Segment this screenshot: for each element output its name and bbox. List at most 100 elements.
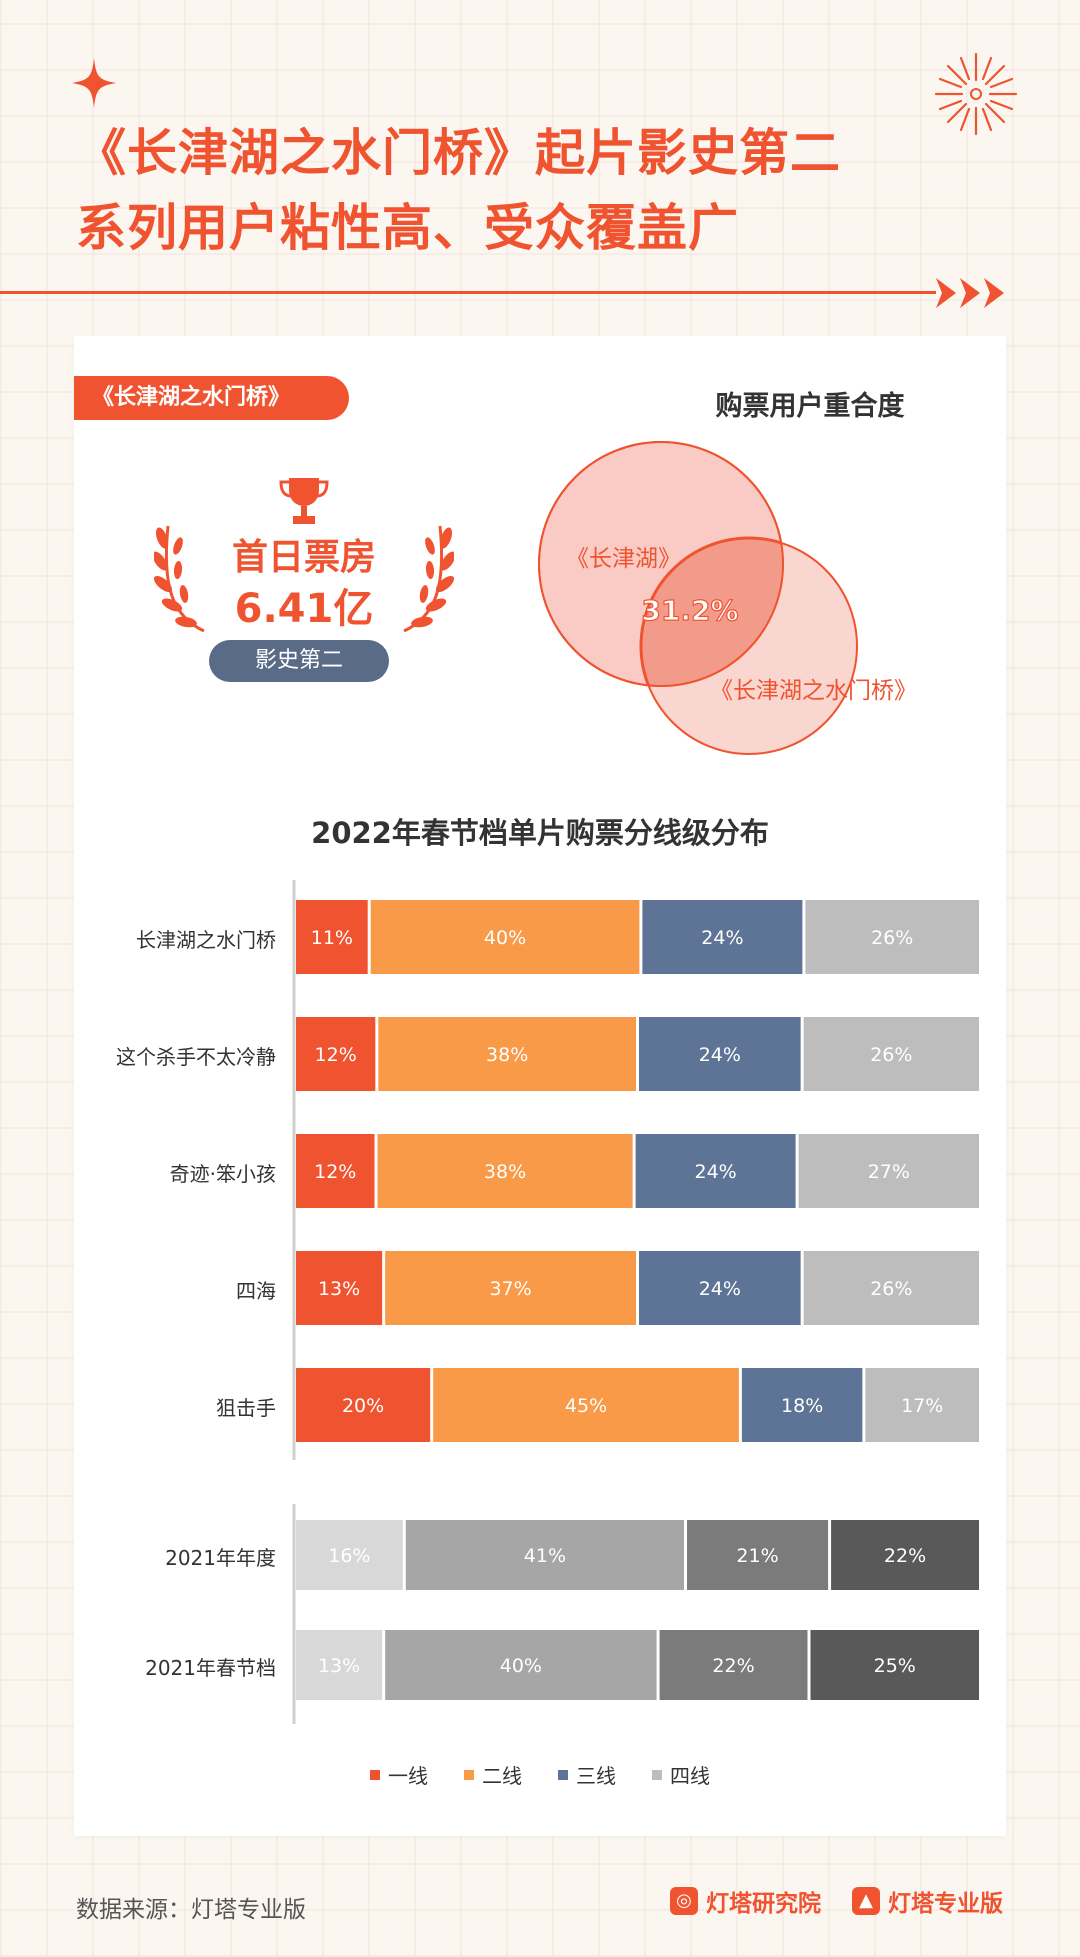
brand-pro-label: 灯塔专业版	[888, 1891, 1003, 1917]
bar-segment	[433, 1368, 739, 1442]
bar-segment	[377, 1134, 633, 1208]
venn-diagram: 《长津湖》 《长津湖之水门桥》 31.2%	[538, 441, 917, 755]
bar-value-label: 13%	[318, 1655, 360, 1677]
bar-segment	[865, 1368, 979, 1442]
category-label: 长津湖之水门桥	[136, 928, 276, 952]
bar-value-label: 18%	[781, 1395, 823, 1417]
bar-value-label: 24%	[699, 1278, 741, 1300]
bar-value-label: 22%	[712, 1655, 754, 1677]
bar-segment	[370, 900, 640, 974]
category-label: 狙击手	[216, 1396, 276, 1420]
bar-segment	[803, 1017, 979, 1091]
bar-value-label: 38%	[486, 1044, 528, 1066]
bar-value-label: 17%	[901, 1395, 943, 1417]
bar-value-label: 12%	[315, 1044, 357, 1066]
bar-segment	[296, 1520, 403, 1590]
page-title: 《长津湖之水门桥》起片影史第二 系列用户粘性高、受众覆盖广	[76, 116, 841, 266]
bar-value-label: 45%	[565, 1395, 607, 1417]
bar-segment	[385, 1251, 636, 1325]
legend-label: 三线	[576, 1764, 616, 1788]
legend-label: 一线	[388, 1764, 428, 1788]
bar-segment	[803, 1251, 979, 1325]
bar-segment	[831, 1520, 979, 1590]
venn-title: 购票用户重合度	[715, 391, 905, 422]
laurel-left-icon	[154, 525, 205, 633]
bar-value-label: 21%	[736, 1545, 778, 1567]
legend-swatch	[370, 1769, 380, 1780]
bar-segment	[296, 1134, 375, 1208]
legend-label: 二线	[482, 1764, 522, 1788]
bar-segment	[296, 1368, 431, 1442]
bar-segment	[659, 1630, 808, 1700]
bar-segment	[405, 1520, 685, 1590]
legend-label: 四线	[670, 1764, 710, 1788]
data-source: 数据来源：灯塔专业版	[76, 1897, 306, 1923]
bar-segment	[642, 900, 803, 974]
firework-icon	[934, 52, 1018, 136]
bar-segment	[798, 1134, 979, 1208]
lighthouse-icon: ◎	[670, 1887, 698, 1915]
bar-segment	[635, 1134, 796, 1208]
bar-segment	[639, 1017, 801, 1091]
award-badge: 首日票房 6.41亿	[154, 476, 454, 686]
venn-left-label: 《长津湖》	[566, 546, 681, 572]
bar-value-label: 26%	[870, 1044, 912, 1066]
bar-value-label: 37%	[489, 1278, 531, 1300]
bar-value-label: 27%	[868, 1161, 910, 1183]
title-line-1: 《长津湖之水门桥》起片影史第二	[76, 124, 841, 182]
chart-title: 2022年春节档单片购票分线级分布	[311, 816, 769, 850]
bar-value-label: 25%	[874, 1655, 916, 1677]
trophy-icon	[279, 478, 329, 524]
award-value: 6.41亿	[234, 586, 374, 632]
legend-item-tier3: 三线	[558, 1760, 616, 1789]
bar-value-label: 24%	[699, 1044, 741, 1066]
bar-value-label: 22%	[884, 1545, 926, 1567]
award-label: 首日票房	[231, 537, 376, 578]
bar-segment	[378, 1017, 636, 1091]
category-label: 这个杀手不太冷静	[116, 1045, 276, 1069]
legend-swatch	[652, 1769, 662, 1780]
bar-segment	[296, 1017, 376, 1091]
triple-arrow-icon	[936, 278, 1004, 308]
category-label: 2021年年度	[165, 1546, 276, 1570]
lighthouse-icon: ▲	[852, 1887, 880, 1915]
legend-swatch	[558, 1769, 568, 1780]
bar-value-label: 11%	[311, 927, 353, 949]
legend-item-tier4: 四线	[652, 1760, 710, 1789]
brand-research-label: 灯塔研究院	[706, 1891, 821, 1917]
bar-value-label: 24%	[701, 927, 743, 949]
bar-segment	[687, 1520, 829, 1590]
brand-pro: ▲ 灯塔专业版	[852, 1884, 1003, 1918]
bar-value-label: 40%	[500, 1655, 542, 1677]
stacked-bar-chart: 11% 40% 24% 26% 12% 38% 24% 26% 12% 38% 24% 27% 13% 3…	[292, 880, 979, 1724]
laurel-right-icon	[403, 525, 454, 633]
sparkle-icon	[72, 58, 116, 108]
bar-value-label: 24%	[694, 1161, 736, 1183]
legend-swatch	[464, 1769, 474, 1780]
bar-segment	[296, 1251, 383, 1325]
bar-value-label: 20%	[342, 1395, 384, 1417]
venn-overlap	[641, 538, 783, 686]
film-tag: 《长津湖之水门桥》	[74, 376, 349, 420]
content-card: 《长津湖之水门桥》	[74, 336, 1006, 1836]
bar-segment	[810, 1630, 979, 1700]
bar-value-label: 16%	[328, 1545, 370, 1567]
bar-value-label: 38%	[484, 1161, 526, 1183]
bar-segment	[296, 900, 368, 974]
bar-value-label: 26%	[871, 927, 913, 949]
title-line-2: 系列用户粘性高、受众覆盖广	[76, 199, 739, 257]
bar-segment	[296, 1630, 383, 1700]
venn-overlap-value: 31.2%	[641, 594, 738, 627]
bar-segment	[741, 1368, 863, 1442]
bar-segment	[805, 900, 979, 974]
brand-research: ◎ 灯塔研究院	[670, 1884, 821, 1918]
legend-item-tier1: 一线	[370, 1760, 428, 1789]
category-label: 2021年春节档	[145, 1656, 276, 1680]
chart-legend: 一线 二线 三线 四线	[74, 1760, 1006, 1789]
bar-segment	[639, 1251, 801, 1325]
venn-right-label: 《长津湖之水门桥》	[710, 678, 917, 704]
bar-value-label: 41%	[524, 1545, 566, 1567]
title-divider	[0, 291, 936, 294]
bar-value-label: 12%	[314, 1161, 356, 1183]
bar-value-label: 26%	[870, 1278, 912, 1300]
